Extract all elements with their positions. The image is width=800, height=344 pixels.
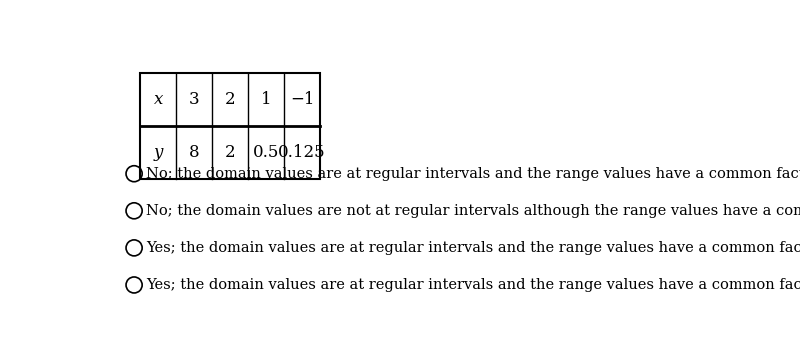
Bar (140, 73, 320, 179)
Text: 1: 1 (261, 91, 271, 108)
Text: 0.125: 0.125 (278, 144, 326, 161)
Text: Yes; the domain values are at regular intervals and the range values have a comm: Yes; the domain values are at regular in… (146, 241, 800, 255)
Text: 2: 2 (225, 91, 235, 108)
Text: 2: 2 (225, 144, 235, 161)
Text: 8: 8 (189, 144, 199, 161)
Text: No; the domain values are not at regular intervals although the range values hav: No; the domain values are not at regular… (146, 204, 800, 218)
Text: 3: 3 (189, 91, 199, 108)
Text: Yes; the domain values are at regular intervals and the range values have a comm: Yes; the domain values are at regular in… (146, 278, 800, 292)
Text: −1: −1 (290, 91, 314, 108)
Text: No; the domain values are at regular intervals and the range values have a commo: No; the domain values are at regular int… (146, 167, 800, 181)
Text: 0.5: 0.5 (253, 144, 279, 161)
Text: x: x (154, 91, 163, 108)
Text: y: y (154, 144, 163, 161)
